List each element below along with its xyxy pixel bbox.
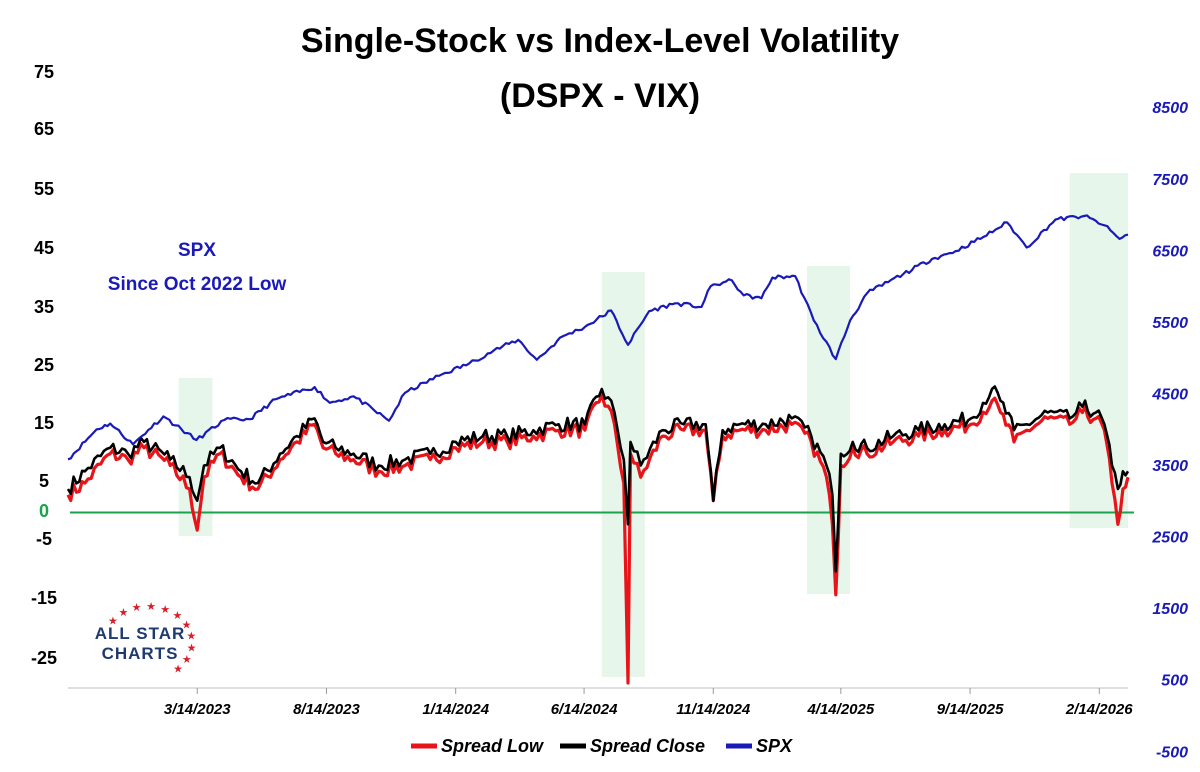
left-axis-tick-label: -5 (36, 529, 52, 549)
annotation-line-2: Since Oct 2022 Low (108, 274, 287, 295)
highlight-band-1 (178, 378, 213, 536)
x-axis-tick-label: 9/14/2025 (937, 701, 1004, 718)
right-axis-tick-label: 4500 (1151, 386, 1188, 403)
legend-label-spread-low: Spread Low (441, 736, 544, 756)
logo-star-icon: ★ (146, 601, 156, 613)
left-axis-tick-label: 0 (39, 501, 49, 521)
highlight-band-4 (1069, 173, 1128, 528)
logo-star-icon: ★ (186, 631, 196, 643)
legend-label-spx: SPX (756, 736, 793, 756)
x-axis-tick-label: 11/14/2024 (676, 701, 751, 718)
logo-star-icon: ★ (160, 604, 170, 616)
logo-text-line-1: ALL STAR (95, 624, 185, 643)
right-axis-tick-label: -500 (1156, 744, 1188, 761)
all-star-charts-logo: ★★ ★ ★ ★★★★★★★ ALL STAR CHARTS (95, 601, 197, 675)
right-axis-tick-label: 3500 (1152, 458, 1188, 475)
logo-star-ring: ★★ ★ ★ ★★★★★★★ (108, 601, 197, 675)
left-axis-tick-label: 25 (34, 355, 54, 375)
x-axis-tick-label: 6/14/2024 (551, 701, 618, 718)
highlight-periods (178, 173, 1128, 677)
logo-star-icon: ★ (172, 610, 182, 622)
right-axis-tick-label: 500 (1161, 673, 1188, 690)
chart-subtitle: (DSPX - VIX) (500, 77, 700, 115)
logo-star-icon: ★ (182, 654, 192, 666)
left-axis-tick-label: -15 (31, 588, 57, 608)
logo-star-icon: ★ (132, 602, 142, 614)
left-axis-tick-label: 45 (34, 238, 54, 258)
x-axis-tick-label: 4/14/2025 (806, 701, 874, 718)
right-axis-tick-label: 7500 (1152, 172, 1188, 189)
left-axis-tick-label: 35 (34, 297, 54, 317)
left-axis-tick-label: 75 (34, 62, 54, 82)
logo-star-icon: ★ (118, 607, 128, 619)
legend-label-spread-close: Spread Close (590, 736, 705, 756)
logo-text-line-2: CHARTS (102, 644, 179, 663)
logo-star-icon: ★ (173, 663, 183, 675)
legend: Spread Low Spread Close SPX (411, 736, 793, 756)
left-axis-tick-label: 55 (34, 179, 54, 199)
axes (68, 687, 1128, 694)
series-line-spx (67, 214, 1129, 461)
right-axis-tick-label: 6500 (1152, 243, 1188, 260)
tick-labels: 75 65 55 45 35 25 15 5 0 -5 -15 -25 8500 7500 6500 5500… (31, 62, 1188, 761)
x-axis-tick-label: 3/14/2023 (164, 701, 231, 718)
x-axis-tick-label: 2/14/2026 (1065, 701, 1133, 718)
highlight-band-3 (807, 266, 851, 594)
right-axis-tick-label: 1500 (1152, 601, 1188, 618)
right-axis-tick-label: 5500 (1152, 315, 1188, 332)
logo-star-icon: ★ (187, 643, 197, 655)
annotation-line-1: SPX (178, 240, 216, 261)
chart-title: Single-Stock vs Index-Level Volatility (301, 22, 899, 60)
series-line-spread-close (66, 385, 1130, 573)
left-axis-tick-label: 65 (34, 119, 54, 139)
left-axis-tick-label: 5 (39, 471, 49, 491)
right-axis-tick-label: 8500 (1152, 100, 1188, 117)
series-group (66, 214, 1130, 685)
x-axis-tick-label: 8/14/2023 (293, 701, 360, 718)
left-axis-tick-label: 15 (34, 413, 54, 433)
right-axis-tick-label: 2500 (1151, 530, 1188, 547)
logo-star-icon: ★ (108, 615, 118, 627)
logo-star-icon: ★ (182, 620, 192, 632)
left-axis-tick-label: -25 (31, 648, 57, 668)
x-axis-tick-label: 1/14/2024 (422, 701, 489, 718)
